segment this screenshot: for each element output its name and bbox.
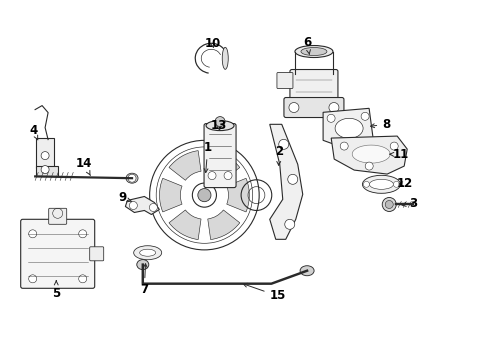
Ellipse shape: [222, 47, 228, 69]
Circle shape: [340, 142, 347, 150]
Polygon shape: [269, 124, 302, 239]
Circle shape: [385, 201, 392, 208]
Text: 8: 8: [370, 118, 389, 131]
Wedge shape: [169, 150, 201, 180]
FancyBboxPatch shape: [284, 98, 343, 117]
Ellipse shape: [334, 118, 363, 138]
Wedge shape: [226, 178, 249, 212]
Wedge shape: [207, 210, 239, 240]
FancyBboxPatch shape: [203, 123, 236, 188]
Circle shape: [79, 230, 86, 238]
Text: 6: 6: [303, 36, 310, 54]
Circle shape: [365, 162, 372, 170]
Ellipse shape: [137, 260, 148, 270]
Circle shape: [224, 172, 232, 180]
Circle shape: [207, 172, 216, 180]
Text: 9: 9: [118, 192, 131, 204]
FancyBboxPatch shape: [89, 247, 103, 261]
Circle shape: [326, 114, 334, 122]
Circle shape: [393, 181, 399, 187]
Wedge shape: [169, 210, 201, 240]
Circle shape: [41, 152, 49, 159]
Text: 11: 11: [389, 148, 408, 161]
Circle shape: [129, 202, 137, 210]
Ellipse shape: [205, 121, 234, 131]
Circle shape: [215, 117, 224, 127]
Circle shape: [41, 166, 49, 174]
Text: 4: 4: [29, 124, 38, 140]
Circle shape: [287, 174, 297, 184]
Ellipse shape: [351, 145, 389, 163]
Circle shape: [128, 174, 136, 182]
FancyBboxPatch shape: [289, 69, 337, 104]
Wedge shape: [207, 150, 239, 180]
Circle shape: [284, 219, 294, 229]
Polygon shape: [323, 108, 372, 152]
Text: 3: 3: [401, 197, 416, 210]
Ellipse shape: [133, 246, 162, 260]
FancyBboxPatch shape: [49, 208, 66, 224]
Circle shape: [192, 183, 216, 207]
Circle shape: [382, 198, 395, 211]
Ellipse shape: [362, 175, 400, 193]
Text: 5: 5: [52, 281, 60, 300]
FancyBboxPatch shape: [20, 219, 95, 288]
Text: 7: 7: [140, 264, 148, 296]
Ellipse shape: [300, 266, 313, 276]
Polygon shape: [330, 136, 407, 174]
Circle shape: [278, 139, 288, 149]
Ellipse shape: [300, 48, 326, 55]
Bar: [36, 138, 54, 168]
Circle shape: [288, 103, 298, 113]
Text: 13: 13: [210, 120, 227, 132]
Circle shape: [29, 275, 37, 283]
Text: 2: 2: [274, 145, 282, 165]
Ellipse shape: [368, 179, 393, 189]
Text: 1: 1: [203, 141, 211, 172]
Text: 10: 10: [204, 37, 221, 50]
FancyBboxPatch shape: [276, 72, 292, 89]
Ellipse shape: [294, 45, 332, 58]
Circle shape: [363, 181, 368, 187]
Circle shape: [149, 203, 157, 211]
Circle shape: [389, 142, 397, 150]
Polygon shape: [125, 197, 159, 215]
Bar: [36, 166, 58, 176]
Ellipse shape: [140, 249, 155, 256]
Circle shape: [328, 103, 338, 113]
Text: 15: 15: [243, 283, 285, 302]
Circle shape: [198, 189, 210, 202]
Wedge shape: [159, 178, 182, 212]
Circle shape: [79, 275, 86, 283]
Text: 14: 14: [76, 157, 92, 176]
Circle shape: [29, 230, 37, 238]
Text: 12: 12: [396, 177, 412, 190]
Circle shape: [360, 112, 368, 120]
Ellipse shape: [126, 173, 138, 183]
